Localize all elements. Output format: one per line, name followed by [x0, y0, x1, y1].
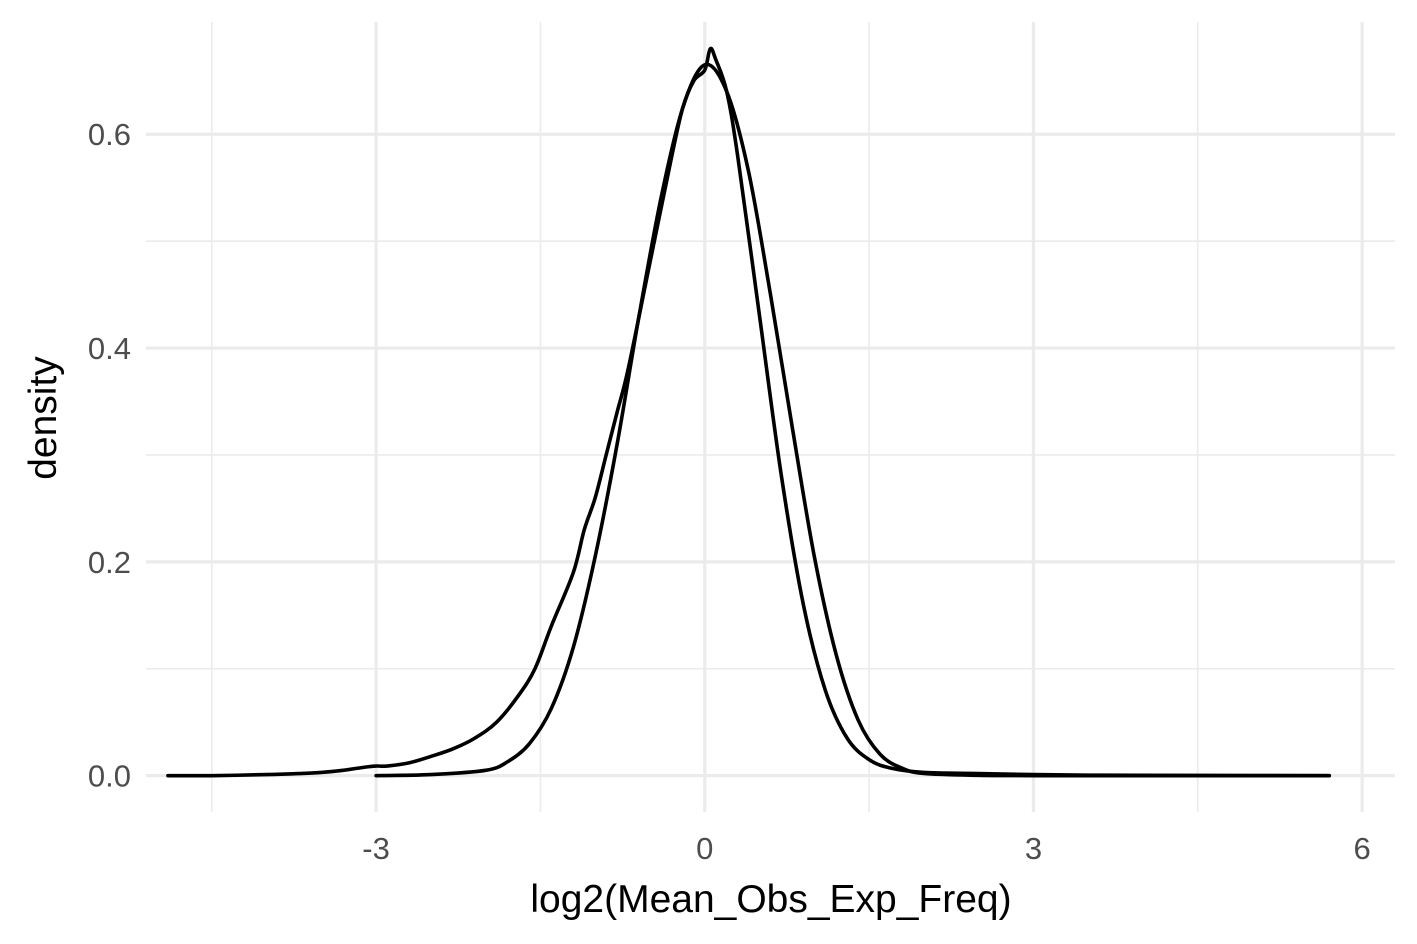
- major-gridlines: [146, 22, 1395, 812]
- y-tick-label: 0.2: [88, 545, 131, 580]
- density-line-1: [166, 46, 1332, 778]
- x-tick-label: 6: [1354, 831, 1371, 866]
- y-axis-tick-labels: 0.0 0.2 0.4 0.6: [88, 117, 131, 793]
- y-tick-label: 0.4: [88, 331, 131, 366]
- x-tick-label: 0: [696, 831, 713, 866]
- y-tick-label: 0.6: [88, 117, 131, 152]
- density-line-2: [374, 62, 1332, 778]
- x-tick-label: 3: [1025, 831, 1042, 866]
- y-axis-title: density: [22, 356, 65, 480]
- x-tick-label: -3: [362, 831, 390, 866]
- minor-gridlines: [146, 22, 1395, 812]
- x-axis-title: log2(Mean_Obs_Exp_Freq): [530, 878, 1011, 921]
- y-tick-label: 0.0: [88, 759, 131, 794]
- x-axis-tick-labels: -3 0 3 6: [362, 831, 1370, 866]
- density-lines: [166, 46, 1332, 778]
